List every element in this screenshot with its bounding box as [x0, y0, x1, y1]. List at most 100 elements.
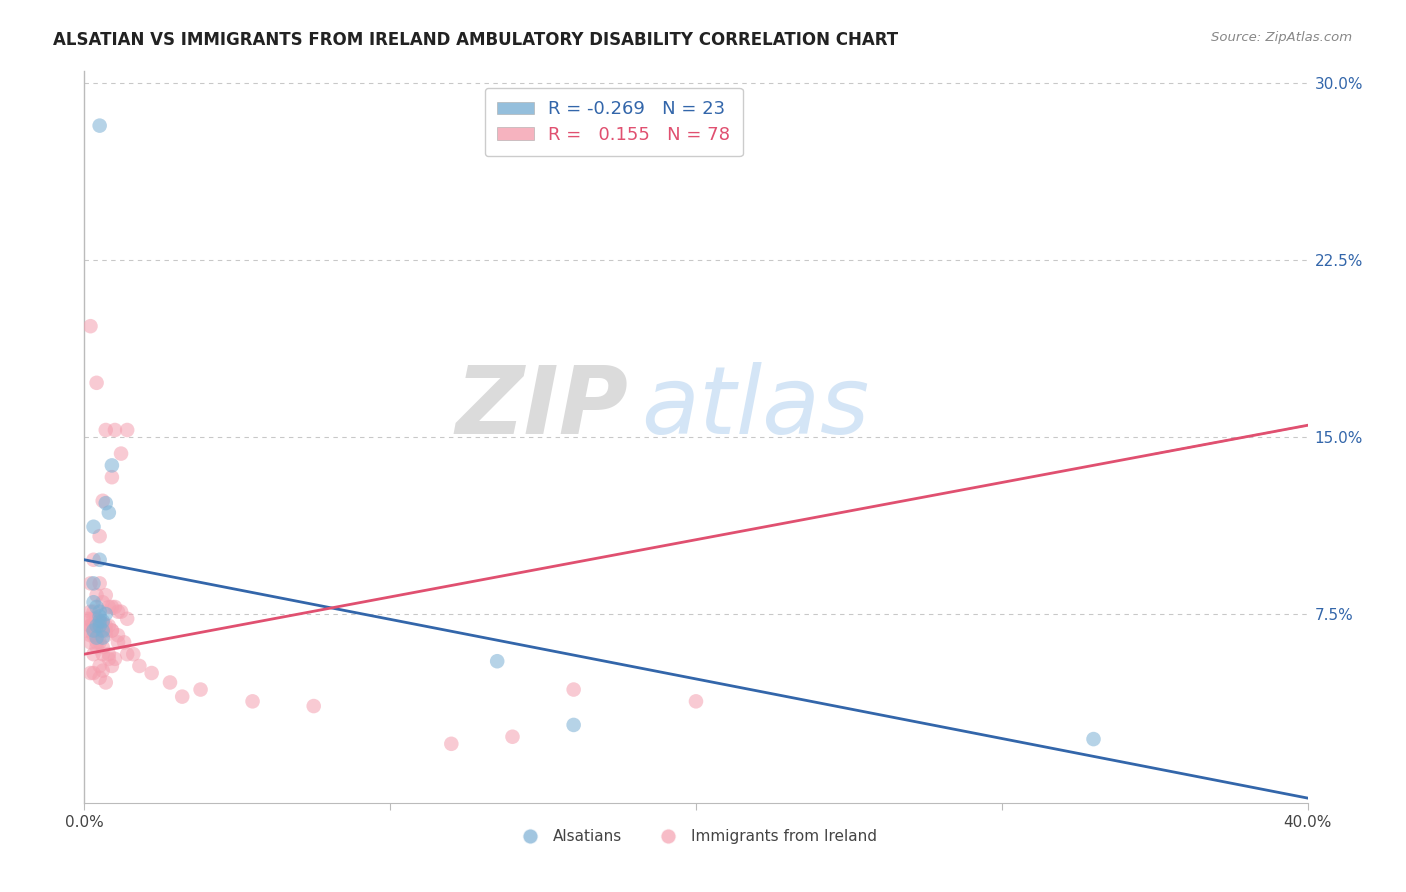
Point — [79, 605, 101, 619]
Point — [101, 470, 124, 484]
Point — [128, 659, 150, 673]
Point — [122, 647, 145, 661]
Point — [91, 624, 114, 638]
Text: ALSATIAN VS IMMIGRANTS FROM IRELAND AMBULATORY DISABILITY CORRELATION CHART: ALSATIAN VS IMMIGRANTS FROM IRELAND AMBU… — [53, 31, 898, 49]
Point — [110, 447, 132, 461]
Point — [83, 595, 105, 609]
Point — [79, 619, 101, 633]
Point — [486, 654, 509, 668]
Point — [89, 576, 111, 591]
Point — [97, 652, 120, 666]
Point — [104, 423, 127, 437]
Point — [86, 616, 108, 631]
Point — [76, 624, 98, 638]
Point — [86, 376, 108, 390]
Point — [83, 624, 105, 638]
Point — [79, 628, 101, 642]
Point — [83, 619, 105, 633]
Point — [86, 588, 108, 602]
Point — [86, 599, 108, 614]
Point — [94, 496, 117, 510]
Point — [79, 619, 101, 633]
Point — [141, 666, 163, 681]
Point — [502, 730, 524, 744]
Point — [101, 599, 124, 614]
Point — [97, 619, 120, 633]
Point — [94, 624, 117, 638]
Point — [79, 635, 101, 649]
Point — [94, 423, 117, 437]
Point — [89, 529, 111, 543]
Point — [91, 616, 114, 631]
Point — [86, 635, 108, 649]
Point — [86, 612, 108, 626]
Point — [172, 690, 194, 704]
Point — [1083, 732, 1105, 747]
Point — [83, 605, 105, 619]
Point — [83, 576, 105, 591]
Point — [94, 628, 117, 642]
Point — [89, 605, 111, 619]
Point — [91, 647, 114, 661]
Point — [89, 553, 111, 567]
Point — [89, 614, 111, 628]
Point — [97, 506, 120, 520]
Point — [86, 624, 108, 638]
Point — [101, 458, 124, 473]
Point — [83, 520, 105, 534]
Point — [104, 599, 127, 614]
Point — [86, 619, 108, 633]
Point — [94, 607, 117, 621]
Point — [83, 666, 105, 681]
Point — [89, 624, 111, 638]
Point — [83, 553, 105, 567]
Point — [79, 576, 101, 591]
Point — [89, 616, 111, 631]
Point — [242, 694, 264, 708]
Point — [86, 631, 108, 645]
Point — [94, 588, 117, 602]
Legend: Alsatians, Immigrants from Ireland: Alsatians, Immigrants from Ireland — [509, 822, 883, 850]
Point — [115, 612, 138, 626]
Point — [97, 647, 120, 661]
Point — [115, 647, 138, 661]
Point — [91, 614, 114, 628]
Point — [112, 635, 135, 649]
Point — [83, 612, 105, 626]
Point — [97, 599, 120, 614]
Point — [440, 737, 463, 751]
Point — [86, 640, 108, 654]
Point — [89, 619, 111, 633]
Point — [107, 628, 129, 642]
Point — [94, 675, 117, 690]
Point — [91, 493, 114, 508]
Point — [107, 635, 129, 649]
Point — [83, 647, 105, 661]
Point — [190, 682, 212, 697]
Point — [562, 718, 585, 732]
Point — [89, 659, 111, 673]
Text: ZIP: ZIP — [456, 362, 628, 454]
Point — [91, 595, 114, 609]
Point — [91, 640, 114, 654]
Point — [79, 666, 101, 681]
Point — [79, 319, 101, 334]
Point — [89, 671, 111, 685]
Point — [159, 675, 181, 690]
Point — [89, 609, 111, 624]
Point — [115, 423, 138, 437]
Point — [302, 699, 325, 714]
Point — [76, 612, 98, 626]
Text: atlas: atlas — [641, 362, 869, 453]
Point — [101, 659, 124, 673]
Point — [104, 652, 127, 666]
Point — [101, 624, 124, 638]
Text: Source: ZipAtlas.com: Source: ZipAtlas.com — [1212, 31, 1353, 45]
Point — [107, 605, 129, 619]
Point — [94, 619, 117, 633]
Point — [79, 612, 101, 626]
Point — [83, 628, 105, 642]
Point — [685, 694, 707, 708]
Point — [89, 119, 111, 133]
Point — [110, 605, 132, 619]
